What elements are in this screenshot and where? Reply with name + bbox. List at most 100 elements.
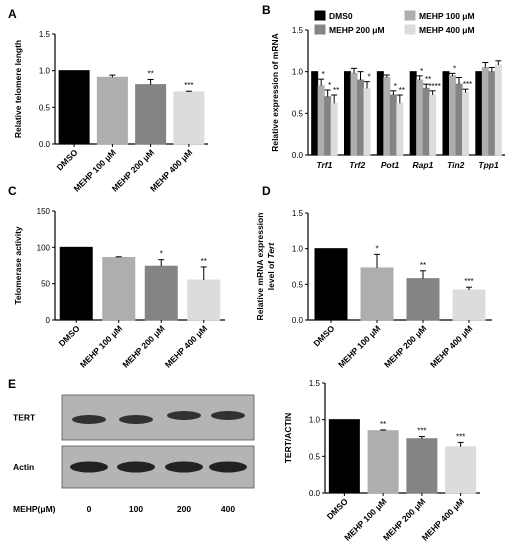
y-tick-label: 0.0 — [292, 151, 304, 160]
category-label: DMSO — [57, 323, 82, 348]
blot-band — [117, 461, 155, 473]
bar-B-4-3 — [462, 92, 469, 156]
bar-B-2-2 — [389, 94, 397, 156]
gene-label: Rap1 — [413, 160, 434, 170]
gene-label: Trf1 — [316, 160, 332, 170]
y-axis-label: TERT/ACTIN — [283, 413, 293, 464]
legend-swatch — [314, 10, 326, 21]
y-tick-label: 0.0 — [292, 316, 304, 325]
bar-B-5-3 — [494, 64, 502, 156]
legend-label: DMS0 — [329, 11, 353, 21]
category-label: MEHP 100 μM — [78, 323, 124, 369]
bar-B-1-1 — [350, 72, 358, 156]
bar-B-3-0 — [409, 71, 417, 156]
y-tick-label: 1.5 — [309, 379, 321, 388]
bar-B-1-3 — [363, 87, 371, 156]
significance-marker: ** — [420, 261, 426, 270]
bar-E-1 — [367, 430, 399, 494]
significance-marker: * — [453, 64, 456, 73]
bar-B-0-1 — [317, 85, 325, 156]
bar-B-4-0 — [442, 71, 450, 156]
category-label: DMSO — [311, 323, 336, 348]
bar-C-1 — [102, 257, 136, 321]
y-tick-label: 1.0 — [292, 68, 304, 77]
bar-B-4-1 — [449, 75, 456, 156]
significance-marker: *** — [456, 432, 465, 441]
y-tick-label: 0.5 — [292, 109, 304, 118]
legend-label: MEHP 400 μM — [419, 25, 475, 35]
bar-C-2 — [144, 265, 178, 321]
panel-letter-a: A — [8, 7, 17, 21]
y-tick-label: 0.0 — [309, 489, 321, 498]
significance-marker: ** — [425, 75, 431, 84]
bar-C-0 — [59, 246, 93, 321]
blot-lane-label: 200 — [177, 504, 191, 514]
y-tick-label: 0.5 — [292, 280, 304, 289]
y-tick-label: 1.0 — [309, 416, 321, 425]
bar-B-0-0 — [311, 71, 319, 156]
bar-B-3-2 — [422, 87, 430, 156]
blot-lane-label: 0 — [87, 504, 92, 514]
blot-row-label: TERT — [13, 413, 36, 423]
blot-band — [211, 411, 245, 420]
significance-marker: *** — [464, 277, 473, 286]
category-label: DMSO — [54, 147, 79, 172]
bar-B-1-0 — [344, 71, 351, 156]
gene-label: Tpp1 — [478, 160, 499, 170]
y-tick-label: 0 — [46, 316, 51, 325]
y-tick-label: 150 — [37, 207, 51, 216]
panel-letter-d: D — [262, 184, 271, 198]
category-label: DMSO — [325, 496, 350, 521]
significance-marker: *** — [184, 81, 193, 90]
y-axis-label: level of Tert — [266, 242, 276, 291]
y-tick-label: 1.0 — [292, 245, 304, 254]
gene-label: Trf2 — [349, 160, 365, 170]
blot-band — [119, 415, 153, 424]
bar-E-0 — [328, 419, 360, 494]
legend-swatch — [404, 24, 416, 35]
bar-B-1-2 — [357, 79, 364, 156]
tert-gene-name: Tert — [266, 242, 276, 259]
significance-marker: ** — [333, 86, 339, 95]
legend-label: MEHP 200 μM — [329, 25, 385, 35]
significance-marker: ** — [380, 420, 386, 429]
y-axis-label: Relative expression of mRNA — [270, 33, 280, 152]
significance-marker: ** — [201, 257, 207, 266]
significance-marker: * — [420, 67, 423, 76]
bar-B-2-0 — [376, 71, 384, 156]
panel-letter-b: B — [262, 3, 271, 17]
bar-D-2 — [406, 278, 440, 321]
y-tick-label: 1.5 — [292, 26, 304, 35]
significance-marker: *** — [417, 427, 426, 436]
y-axis-label: Relative mRNA expression — [255, 213, 265, 321]
y-axis-label: Relative telomere length — [13, 40, 23, 138]
blot-band — [209, 461, 247, 473]
significance-marker: * — [160, 250, 163, 259]
bar-B-3-3 — [429, 94, 437, 156]
y-tick-label: 100 — [37, 243, 51, 252]
bar-B-0-2 — [324, 96, 332, 156]
bar-E-2 — [406, 438, 438, 494]
blot-lane-label: 100 — [129, 504, 143, 514]
category-label: MEHP 200 μM — [382, 323, 428, 369]
bar-B-4-2 — [455, 83, 463, 156]
gene-label: Tin2 — [447, 160, 465, 170]
significance-marker: * — [394, 82, 397, 91]
legend-label: MEHP 100 μM — [419, 11, 475, 21]
significance-marker: * — [367, 73, 370, 82]
significance-marker: * — [328, 81, 331, 90]
legend-swatch — [314, 24, 326, 35]
blot-band — [72, 415, 106, 424]
legend-swatch — [404, 10, 416, 21]
bar-A-2 — [135, 84, 167, 145]
blot-row-label: Actin — [13, 462, 34, 472]
bar-B-0-3 — [330, 102, 338, 156]
bar-B-2-1 — [383, 77, 391, 156]
significance-marker: ** — [148, 69, 154, 78]
bar-D-0 — [314, 248, 348, 321]
blot-band — [70, 461, 108, 473]
y-tick-label: 50 — [41, 280, 50, 289]
y-tick-label: 0.5 — [39, 103, 51, 112]
significance-marker: *** — [463, 80, 472, 89]
